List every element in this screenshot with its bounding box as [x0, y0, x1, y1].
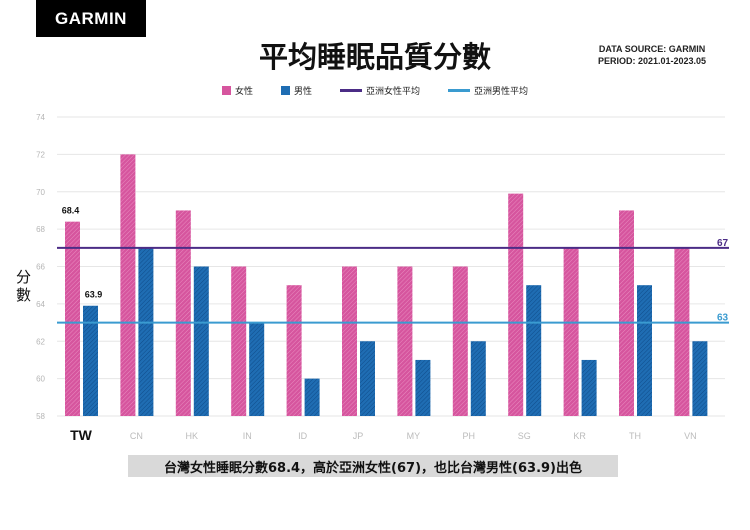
legend-label: 亞洲女性平均	[366, 87, 421, 97]
legend: 女性 男性 亞洲女性平均 亞洲男性平均	[0, 84, 750, 97]
legend-asia-male-avg: 亞洲男性平均	[448, 84, 528, 97]
bar-male	[249, 322, 265, 416]
y-tick-label: 64	[36, 300, 45, 309]
bar-female	[231, 266, 247, 416]
reference-label: 67	[717, 238, 729, 249]
x-tick-label: VN	[684, 431, 697, 441]
bar-female	[508, 193, 524, 416]
period-line: PERIOD: 2021.01-2023.05	[598, 56, 707, 66]
legend-swatch	[221, 86, 231, 95]
x-tick-label: JP	[353, 431, 364, 441]
legend-asia-female-avg: 亞洲女性平均	[340, 84, 420, 97]
bar-male	[526, 285, 542, 416]
y-tick-label: 66	[36, 263, 45, 272]
bar-male	[193, 266, 209, 416]
y-tick-label: 60	[36, 375, 45, 384]
bar-female	[286, 285, 302, 416]
x-tick-label: CN	[130, 431, 143, 441]
garmin-logo: GARMIN	[36, 0, 146, 37]
bar-female	[619, 210, 634, 416]
caption: 台灣女性睡眠分數68.4，高於亞洲女性(67)，也比台灣男性(63.9)出色	[128, 455, 618, 477]
data-label: 68.4	[62, 206, 80, 216]
x-tick-label: IN	[243, 431, 252, 441]
source-line: DATA SOURCE: GARMIN	[598, 44, 706, 54]
bar-male	[138, 247, 154, 416]
x-tick-label: ID	[298, 431, 308, 441]
reference-label: 63	[717, 313, 729, 324]
data-source: DATA SOURCE: GARMIN PERIOD: 2021.01-2023…	[598, 43, 706, 67]
bar-female	[65, 221, 80, 416]
bar-male	[637, 285, 652, 416]
x-tick-label: TH	[629, 431, 641, 441]
legend-label: 男性	[293, 87, 312, 97]
legend-female: 女性	[221, 84, 253, 97]
x-tick-label: TW	[70, 427, 93, 443]
x-tick-label: PH	[463, 431, 476, 441]
y-tick-label: 72	[36, 150, 45, 159]
chart-title: 平均睡眠品質分數	[258, 40, 491, 74]
y-tick-label: 68	[36, 225, 45, 234]
bar-male	[304, 378, 320, 416]
y-tick-label: 70	[36, 188, 45, 197]
bar-male	[581, 359, 597, 416]
bar-female	[674, 247, 690, 416]
bar-male	[360, 341, 375, 416]
legend-label: 女性	[234, 87, 253, 97]
bar-female	[175, 210, 191, 416]
y-tick-label: 62	[36, 337, 45, 346]
legend-label: 亞洲男性平均	[474, 87, 529, 97]
y-tick-label: 74	[36, 113, 45, 122]
bar-male	[470, 341, 486, 416]
legend-swatch	[280, 86, 290, 95]
bar-male	[692, 341, 708, 416]
x-tick-label: MY	[407, 431, 421, 441]
bar-female	[563, 247, 579, 416]
legend-line	[340, 89, 362, 92]
y-tick-label: 58	[36, 412, 45, 421]
x-tick-label: HK	[186, 431, 199, 441]
bar-male	[83, 305, 98, 416]
bar-female	[397, 266, 413, 416]
legend-male: 男性	[280, 84, 312, 97]
bar-chart: 58 60 62 64 66 68 70 72 74 TW CN HK IN ID JP MY PH SG KR TH…	[36, 113, 729, 443]
legend-line	[448, 89, 471, 92]
y-axis-label: 分數	[16, 268, 32, 304]
x-tick-label: KR	[573, 431, 586, 441]
bar-female	[342, 266, 357, 416]
bar-male	[415, 359, 431, 416]
bar-female	[452, 266, 468, 416]
bar-female	[120, 154, 136, 416]
data-label: 63.9	[85, 290, 103, 300]
x-tick-label: SG	[518, 431, 531, 441]
